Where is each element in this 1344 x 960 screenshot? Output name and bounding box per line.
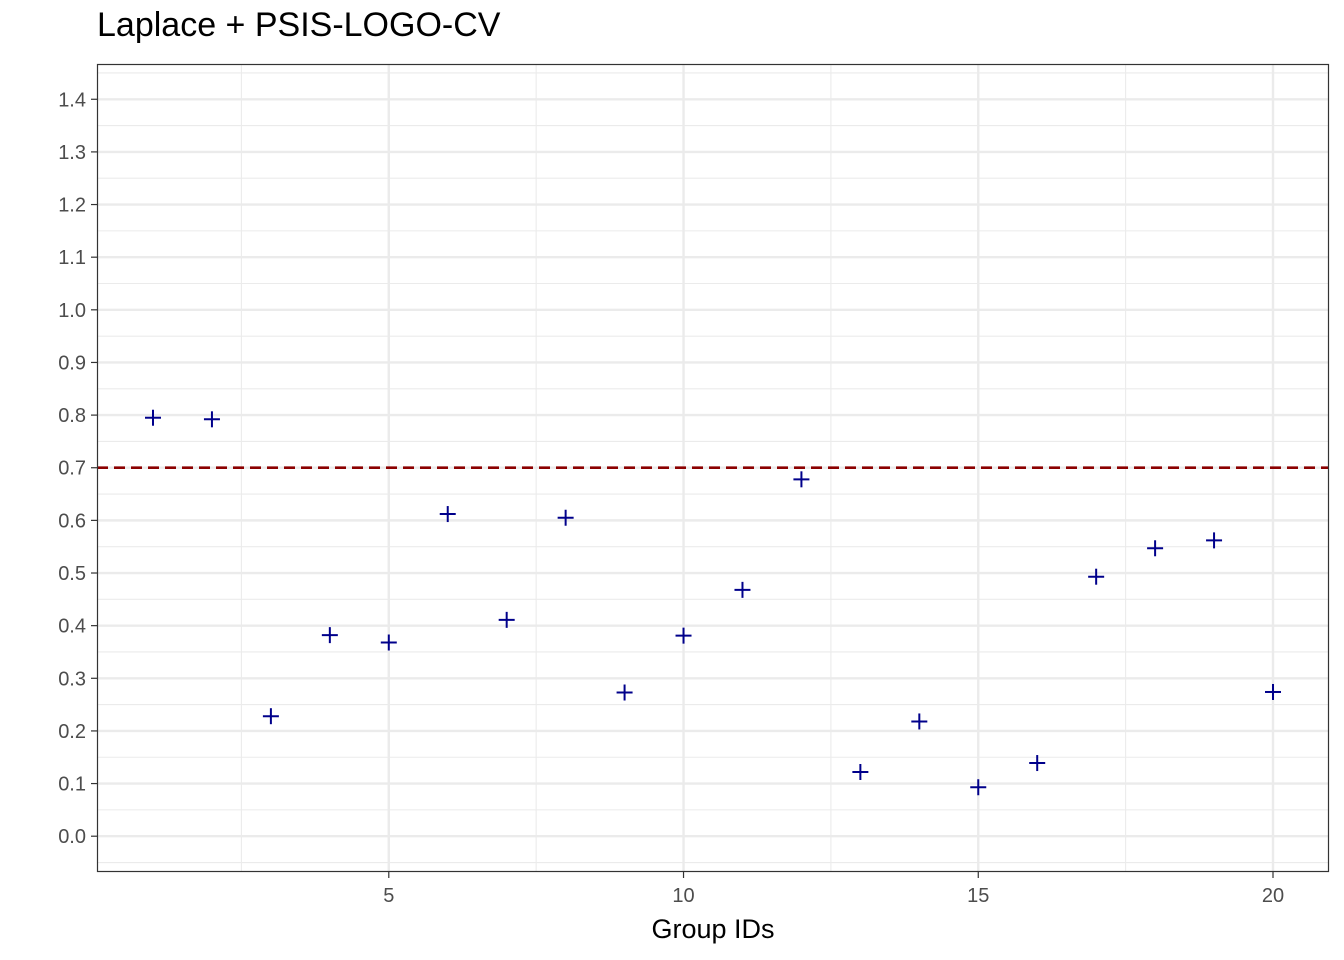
data-point [852, 763, 869, 780]
data-points [145, 409, 1281, 796]
data-point [145, 409, 161, 426]
data-point [203, 411, 220, 428]
y-tick-label: 0.5 [58, 563, 86, 585]
y-tick-label: 0.2 [58, 721, 86, 743]
data-point [321, 627, 338, 644]
data-point [734, 581, 751, 598]
y-tick-label: 1.1 [58, 247, 86, 269]
y-tick-label: 1.2 [58, 195, 86, 217]
data-point [675, 627, 692, 644]
data-point [557, 509, 574, 526]
data-point [616, 684, 633, 701]
data-point [1147, 540, 1164, 557]
x-tick-label: 20 [1262, 885, 1284, 907]
y-tick-label: 0.6 [58, 510, 86, 532]
plot-panel-border [96, 63, 1330, 873]
x-tick-label: 5 [383, 885, 394, 907]
data-point [1206, 532, 1223, 549]
data-point [970, 779, 987, 796]
y-tick-label: 1.0 [58, 300, 86, 322]
data-point [1088, 568, 1105, 585]
y-tick-label: 0.7 [58, 458, 86, 480]
y-tick-label: 1.4 [58, 89, 86, 111]
y-axis: 0.0 0.1 0.2 0.3 0.4 0.5 0.6 0.7 0.8 0.9 1.0 1.1 1.2 1… [58, 89, 97, 848]
x-axis-title: Group IDs [651, 914, 774, 944]
data-point [262, 708, 279, 725]
y-tick-label: 0.8 [58, 405, 86, 427]
data-point [1265, 683, 1281, 700]
y-tick-label: 0.1 [58, 774, 86, 796]
y-tick-label: 0.4 [58, 616, 86, 638]
data-point [439, 506, 456, 523]
data-point [911, 713, 928, 730]
chart-title: Laplace + PSIS-LOGO-CV [97, 6, 501, 44]
x-tick-label: 15 [967, 885, 989, 907]
x-axis: 5 10 15 20 [383, 872, 1284, 907]
x-tick-label: 10 [672, 885, 694, 907]
data-point [1029, 755, 1046, 772]
y-tick-label: 0.3 [58, 668, 86, 690]
data-point [380, 634, 397, 651]
y-tick-label: 0.9 [58, 352, 86, 374]
data-point [498, 611, 515, 628]
y-tick-label: 1.3 [58, 142, 86, 164]
y-tick-label: 0.0 [58, 826, 86, 848]
data-point [793, 471, 810, 488]
